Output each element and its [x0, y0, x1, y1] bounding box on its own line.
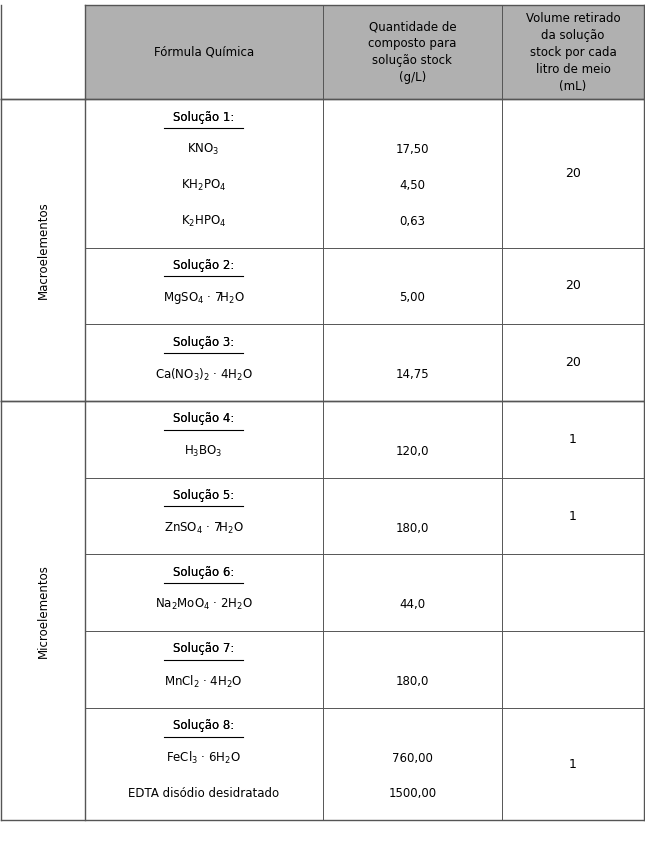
Text: Ca(NO$_3$)$_2$ · 4H$_2$O: Ca(NO$_3$)$_2$ · 4H$_2$O [155, 367, 253, 383]
Text: K$_2$HPO$_4$: K$_2$HPO$_4$ [181, 213, 226, 229]
Text: 14,75: 14,75 [395, 368, 429, 381]
Bar [85, 5, 322, 99]
Text: Solução 5:: Solução 5: [173, 489, 234, 502]
Text: Solução 6:: Solução 6: [173, 566, 234, 579]
Text: Solução 7:: Solução 7: [173, 643, 234, 656]
Text: KH$_2$PO$_4$: KH$_2$PO$_4$ [181, 178, 226, 193]
Text: 20: 20 [565, 356, 581, 369]
Text: Solução 1:: Solução 1: [173, 111, 234, 124]
Text: ZnSO$_4$ · 7H$_2$O: ZnSO$_4$ · 7H$_2$O [164, 520, 244, 535]
Text: 180,0: 180,0 [396, 675, 429, 688]
Text: FeCl$_3$ · 6H$_2$O: FeCl$_3$ · 6H$_2$O [166, 750, 241, 767]
Text: 5,00: 5,00 [399, 291, 425, 304]
Text: Solução 2:: Solução 2: [173, 259, 234, 272]
Text: Solução 3:: Solução 3: [173, 335, 234, 349]
Text: 180,0: 180,0 [396, 522, 429, 534]
Text: MnCl$_2$ · 4H$_2$O: MnCl$_2$ · 4H$_2$O [164, 673, 243, 689]
Text: Solução 2:: Solução 2: [173, 259, 234, 272]
Text: Microelementos: Microelementos [37, 564, 50, 657]
Text: Solução 8:: Solução 8: [173, 719, 234, 732]
Text: 4,50: 4,50 [399, 179, 426, 192]
Text: KNO$_3$: KNO$_3$ [188, 142, 220, 157]
Text: Na$_2$MoO$_4$ · 2H$_2$O: Na$_2$MoO$_4$ · 2H$_2$O [155, 597, 253, 612]
Text: 1: 1 [569, 510, 577, 523]
Bar [502, 5, 644, 99]
Text: Solução 4:: Solução 4: [173, 412, 234, 425]
Text: MgSO$_4$ · 7H$_2$O: MgSO$_4$ · 7H$_2$O [163, 290, 244, 306]
Text: Solução 8:: Solução 8: [173, 719, 234, 732]
Text: Solução 5:: Solução 5: [173, 489, 234, 502]
Text: 44,0: 44,0 [399, 598, 426, 612]
Text: Macroelementos: Macroelementos [37, 202, 50, 299]
Text: 20: 20 [565, 167, 581, 180]
Text: 17,50: 17,50 [395, 143, 429, 156]
Bar [322, 5, 502, 99]
Text: 760,00: 760,00 [392, 751, 433, 765]
Text: Quantidade de
composto para
solução stock
(g/L): Quantidade de composto para solução stoc… [368, 20, 457, 85]
Text: Solução 4:: Solução 4: [173, 412, 234, 425]
Text: 1: 1 [569, 758, 577, 771]
Text: Solução 6:: Solução 6: [173, 566, 234, 579]
Text: 1: 1 [569, 433, 577, 446]
Text: EDTA disódio desidratado: EDTA disódio desidratado [128, 788, 279, 800]
Text: Volume retirado
da solução
stock por cada
litro de meio
(mL): Volume retirado da solução stock por cad… [526, 12, 620, 93]
Text: 120,0: 120,0 [395, 445, 429, 458]
Text: Solução 1:: Solução 1: [173, 111, 234, 124]
Text: H$_3$BO$_3$: H$_3$BO$_3$ [184, 444, 223, 459]
Text: Solução 7:: Solução 7: [173, 643, 234, 656]
Text: Solução 3:: Solução 3: [173, 335, 234, 349]
Text: Fórmula Química: Fórmula Química [154, 46, 253, 59]
Text: 20: 20 [565, 280, 581, 292]
Text: 1500,00: 1500,00 [388, 788, 437, 800]
Text: 0,63: 0,63 [399, 214, 426, 228]
